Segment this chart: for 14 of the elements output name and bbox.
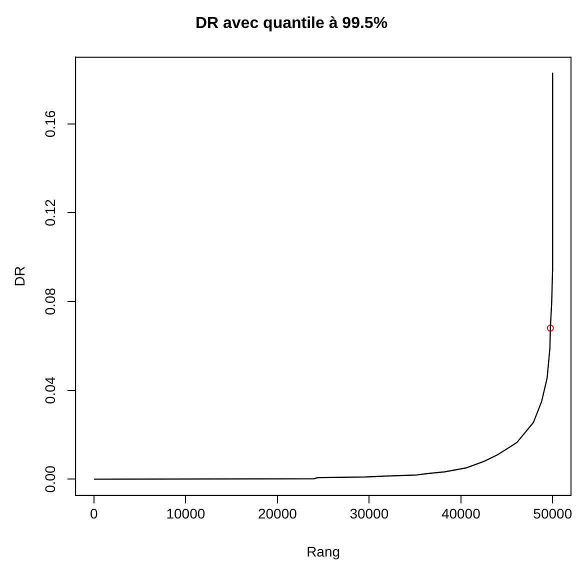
x-tick-label: 40000 bbox=[441, 506, 481, 522]
x-axis-title: Rang bbox=[306, 543, 340, 560]
x-tick-label: 0 bbox=[90, 506, 98, 522]
x-tick-label: 30000 bbox=[350, 506, 389, 522]
y-tick-label: 0.12 bbox=[42, 198, 58, 226]
y-tick-label: 0.04 bbox=[42, 376, 58, 404]
y-tick-label: 0.00 bbox=[42, 465, 58, 493]
chart-title: DR avec quantile à 99.5% bbox=[195, 15, 388, 32]
x-tick-label: 50000 bbox=[533, 506, 572, 522]
y-tick-label: 0.16 bbox=[42, 110, 58, 138]
x-tick-label: 10000 bbox=[166, 506, 206, 522]
x-tick-label: 20000 bbox=[258, 506, 298, 522]
y-axis-title: DR bbox=[11, 266, 28, 286]
y-tick-label: 0.08 bbox=[42, 288, 58, 316]
